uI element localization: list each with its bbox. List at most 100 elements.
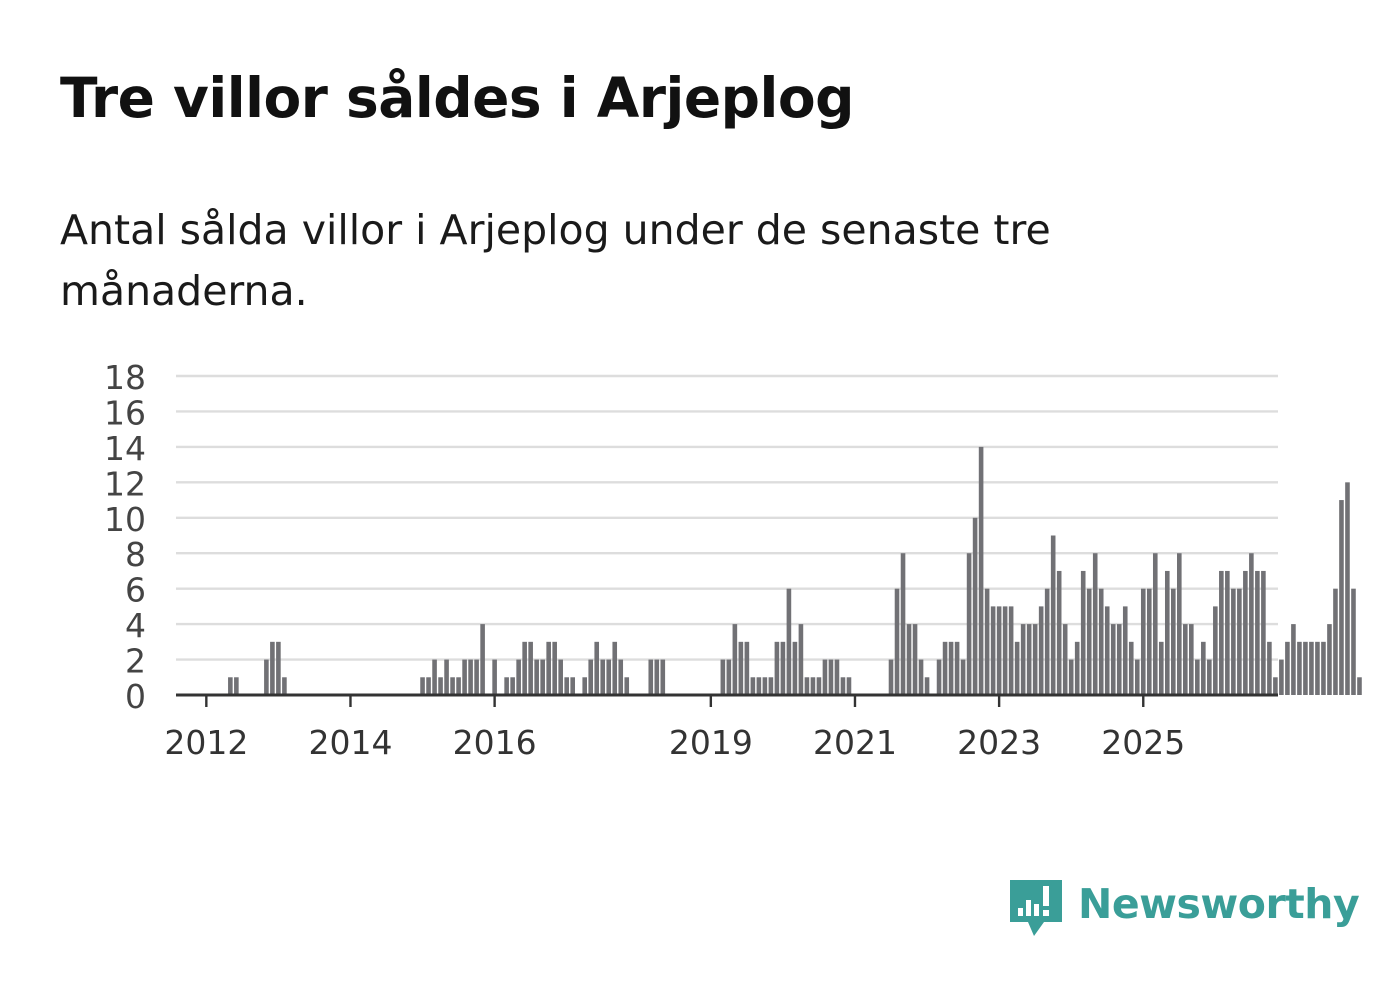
bar [738,641,744,695]
bar [798,624,804,695]
bar [1098,588,1104,695]
gridlines [176,374,1278,661]
bar [612,641,618,695]
y-tick-label: 4 [125,606,146,645]
y-tick-label: 16 [104,393,146,432]
x-tick-label: 2016 [453,723,537,762]
bar [1291,624,1296,695]
bar [948,641,954,695]
bar [1122,606,1128,695]
bar [1261,570,1266,695]
bar [810,677,816,695]
bar [924,677,930,695]
bar [1207,659,1212,695]
y-tick-label: 6 [125,571,146,610]
bar [1213,606,1218,695]
bar [1146,588,1152,695]
bar [420,677,425,695]
bar [1177,553,1182,695]
bar [1255,570,1260,695]
bar [834,659,840,695]
y-tick-label: 8 [125,535,146,574]
bar [894,588,900,695]
y-tick-label: 12 [104,464,146,503]
x-tick-label: 2023 [957,723,1041,762]
bar [480,624,485,695]
bar [888,659,894,695]
bar [804,677,810,695]
bar [1345,482,1350,695]
bar [846,677,852,695]
bar [228,677,233,695]
bar [1303,641,1308,695]
bar [1351,588,1356,695]
bar [264,659,269,695]
bar [1062,624,1068,695]
bar [1152,553,1158,695]
bar [906,624,912,695]
bar [1189,624,1194,695]
bar [450,677,455,695]
bar [792,641,798,695]
bar [624,677,630,695]
bar [582,677,588,695]
bar [546,641,551,695]
bar [618,659,624,695]
bar [1008,606,1014,695]
bar [1357,677,1362,695]
y-tick-label: 10 [104,500,146,539]
bar [1231,588,1236,695]
bar [570,677,575,695]
logo-text: Newsworthy [1078,880,1360,928]
bar [1128,641,1134,695]
bars [228,446,1362,695]
newsworthy-logo-icon [1010,880,1062,936]
bar [1171,588,1176,695]
bar [1026,624,1032,695]
bar [492,659,497,695]
bar [936,659,942,695]
bar [648,659,654,695]
bar [234,677,239,695]
bar [768,677,774,695]
bar [720,659,726,695]
bar [984,588,990,695]
bar [1050,535,1056,695]
bar [474,659,479,695]
bar [780,641,786,695]
bar [564,677,569,695]
bar [1110,624,1116,695]
newsworthy-logo: Newsworthy [1010,880,1360,940]
bar [822,659,828,695]
bar [990,606,996,695]
bar [516,659,521,695]
bar [1285,641,1290,695]
bar [1243,570,1248,695]
bar [954,641,960,695]
bar [1333,588,1338,695]
bar [594,641,600,695]
bar [1339,500,1344,695]
bar [1080,570,1086,695]
x-tick-label: 2012 [164,723,248,762]
y-tick-label: 2 [125,642,146,681]
bar [1104,606,1110,695]
bar [1032,624,1038,695]
bar [444,659,449,695]
x-tick-label: 2021 [813,723,897,762]
bar [426,677,431,695]
bar [510,677,515,695]
bar [900,553,906,695]
bar [744,641,750,695]
bar [504,677,509,695]
x-tick-label: 2014 [308,723,392,762]
bar [276,641,281,695]
bar [942,641,948,695]
bar [282,677,287,695]
bar [816,677,822,695]
bar [1134,659,1140,695]
bar [270,641,275,695]
bar [912,624,918,695]
